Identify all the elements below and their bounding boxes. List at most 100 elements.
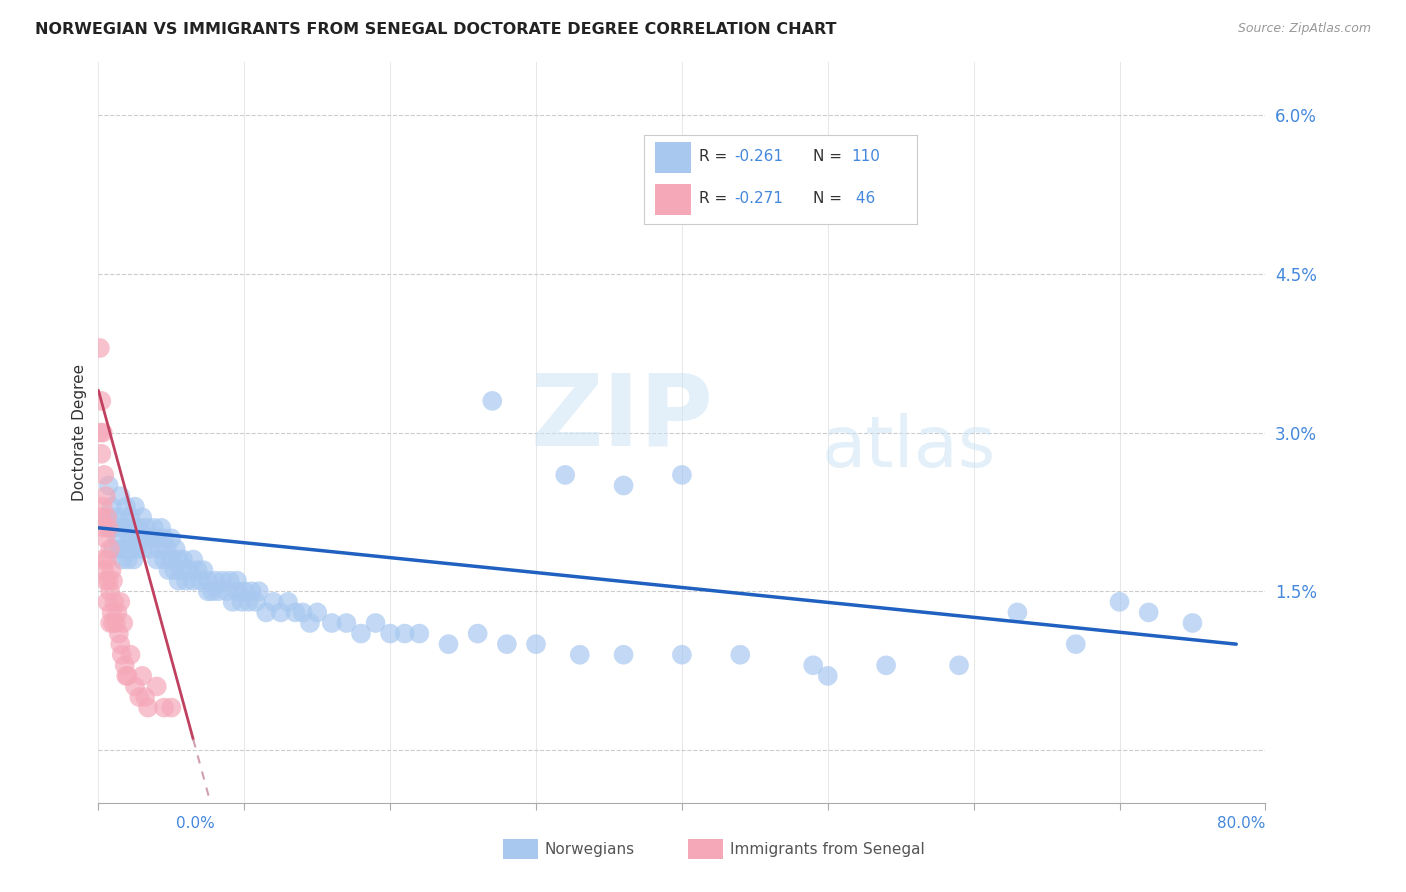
Point [108,626,131,640]
Text: NORWEGIAN VS IMMIGRANTS FROM SENEGAL DOCTORATE DEGREE CORRELATION CHART: NORWEGIAN VS IMMIGRANTS FROM SENEGAL DOC… [35,22,837,37]
Text: 110: 110 [852,149,880,164]
Point [197,584,219,599]
Point [270,606,292,620]
Point [262,595,284,609]
Text: atlas: atlas [823,413,997,482]
Point [150,521,173,535]
Point [254,606,277,620]
Point [117,669,139,683]
Point [221,595,243,609]
Point [90,393,112,408]
Point [131,510,153,524]
Point [181,552,204,566]
Point [481,393,503,408]
Point [100,606,122,620]
Point [671,648,693,662]
Text: N =: N = [813,149,846,164]
Point [101,574,124,588]
Point [207,584,229,599]
Point [111,552,134,566]
Point [1108,595,1130,609]
Point [284,606,307,620]
Point [124,521,146,535]
Point [96,595,118,609]
Point [201,584,224,599]
Point [139,532,162,546]
Point [817,669,839,683]
Point [247,584,270,599]
Point [160,700,183,714]
Point [93,467,115,482]
Point [125,541,148,556]
Point [612,648,634,662]
Point [226,584,249,599]
Text: -0.261: -0.261 [734,149,783,164]
Point [90,510,112,524]
Point [172,552,194,566]
Point [167,574,190,588]
Point [127,532,149,546]
Point [104,615,127,630]
Point [97,478,120,492]
Point [568,648,591,662]
Point [298,615,321,630]
Point [193,563,215,577]
Point [93,521,115,535]
Point [524,637,547,651]
Point [112,510,135,524]
Point [96,552,118,566]
Point [240,584,263,599]
Point [104,510,127,524]
Point [136,700,159,714]
Point [181,574,204,588]
Point [111,648,134,662]
Point [101,541,124,556]
Point [96,510,118,524]
Point [671,467,693,482]
Point [612,478,634,492]
Point [134,532,156,546]
Point [122,552,145,566]
Point [94,489,117,503]
Bar [655,184,690,215]
Point [89,341,111,355]
Point [103,595,125,609]
Point [291,606,314,620]
Point [124,500,146,514]
Point [101,521,124,535]
Point [226,574,249,588]
Point [98,584,121,599]
Point [97,521,120,535]
Point [160,552,183,566]
Point [131,669,153,683]
Point [875,658,897,673]
Point [153,552,176,566]
Point [124,680,146,694]
Point [89,425,111,440]
Text: Norwegians: Norwegians [544,842,636,856]
Text: 0.0%: 0.0% [176,816,215,831]
Point [156,541,179,556]
Point [115,500,138,514]
Point [120,541,142,556]
Point [238,595,260,609]
Text: R =: R = [699,191,733,206]
Point [408,626,430,640]
Point [233,584,256,599]
Point [138,541,160,556]
Point [114,658,136,673]
Point [149,541,172,556]
Point [120,510,142,524]
Point [157,563,180,577]
Point [948,658,970,673]
Point [801,658,824,673]
Point [467,626,489,640]
Point [177,563,200,577]
Text: R =: R = [699,149,733,164]
Point [197,574,219,588]
Point [117,552,139,566]
Text: ZIP: ZIP [530,369,713,467]
Point [131,541,153,556]
Point [554,467,576,482]
Point [105,606,128,620]
